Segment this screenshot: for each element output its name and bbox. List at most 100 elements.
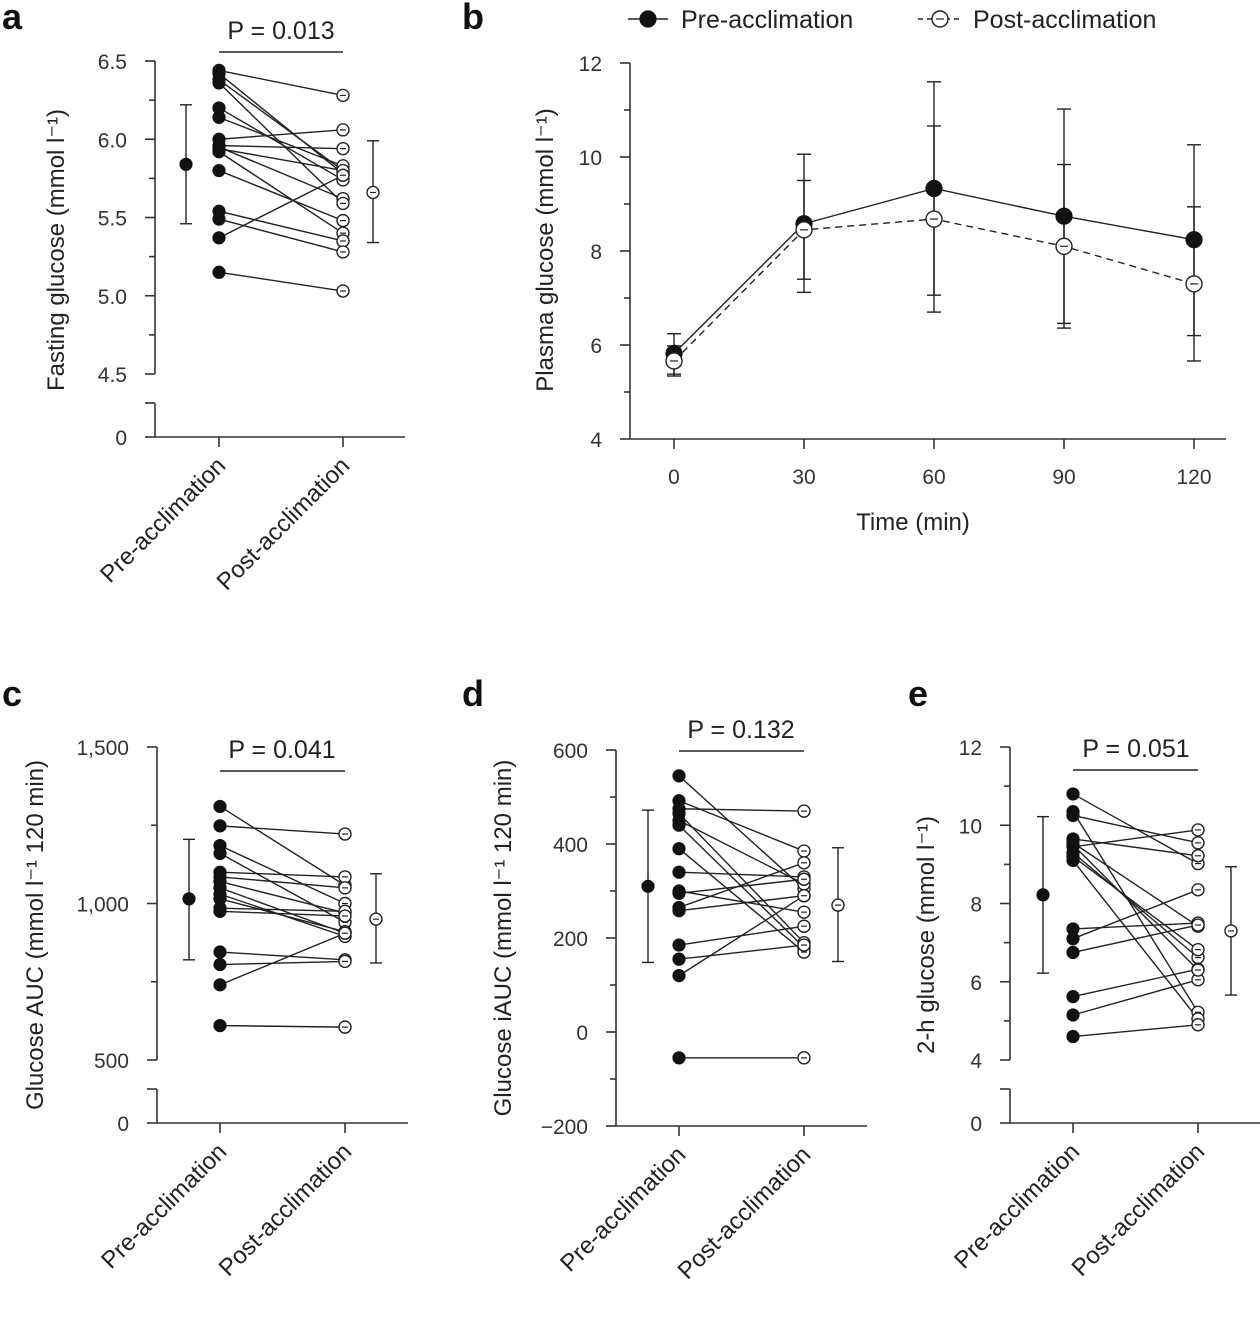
panel-a-pair-line [218,116,344,167]
panel-d-tick-label: 600 [553,740,588,763]
panel-letter-b: b [462,0,484,37]
panel-a-pair-line [218,129,344,140]
panel-d-pair-line [678,878,805,895]
panel-a-pvalue: P = 0.013 [227,17,334,45]
panel-e-tick-label: 12 [959,737,982,760]
panel-e-pre-point [1066,787,1080,801]
panel-a-tick-label-zero: 0 [115,427,127,450]
panel-a-ylabel: Fasting glucose (mmol l⁻¹) [43,109,70,391]
panel-c-pair-line [219,932,346,986]
panel-b-tick-label: 6 [590,335,602,358]
panel-e-pair-line [1072,844,1199,971]
panel-a-pre-mean [179,157,193,171]
panel-c-ylabel: Glucose AUC (mmol l⁻¹ 120 min) [22,760,49,1110]
panel-d-pre-mean [641,879,655,893]
panel-d-pair-line [678,944,805,960]
panel-b-tick-label: 10 [579,147,602,170]
panel-a-tick-label: 6.0 [98,129,127,152]
panel-e-pair-line [1072,922,1199,930]
panel-a-pre-point [212,265,226,279]
panel-e-category-label: Post-acclimation [1067,1138,1211,1282]
panel-d-tick-label: 400 [553,834,588,857]
panel-c-pre-point [213,945,227,959]
panel-b-pre-point [1055,207,1073,225]
panel-e-tick-label: 8 [970,894,982,917]
panel-a-pair-line [218,218,344,253]
panel-e-pre-point [1066,853,1080,868]
panel-a-pair-line [218,147,344,172]
panel-d-pre-point [672,904,686,918]
panel-b-x-tick-label: 0 [668,466,680,489]
panel-d-category-label: Post-acclimation [673,1141,817,1285]
panel-e-pair-line [1072,1024,1199,1038]
legend: Pre-acclimation Post-acclimation [628,6,1156,34]
panel-c-pre-point [213,904,227,918]
panel-c-pair-line [219,960,346,966]
panel-b-tick-label: 4 [590,429,602,452]
panel-d-pre-point [672,938,686,952]
panel-c-pre-point [213,1018,227,1033]
panel-e-pre-point [1066,838,1080,852]
panel-b-pre-point [1185,231,1203,249]
panel-e-category-label: Pre-acclimation [949,1138,1085,1274]
panel-a-chart: 0 4.5 5.0 5.5 6.0 6.5 Pre-acclimationPost-accl… [95,51,405,596]
panel-a-pair-line [218,82,344,204]
panel-e-pre-point [1066,945,1080,960]
panel-d-pre-point [672,818,686,832]
panel-a-pair-line [218,210,344,242]
panel-d-pre-point [672,842,686,856]
panel-c-pair-line [219,898,346,933]
panel-b-x-tick-label: 90 [1052,466,1075,489]
panel-d-tick-label: 200 [553,928,588,951]
panel-b-ylabel: Plasma glucose (mmol l⁻¹) [532,108,559,391]
panel-a-pre-point [212,231,226,245]
panel-c-pair-line [219,871,346,878]
panel-e-pair-line [1072,860,1199,1020]
panel-d-pair-line [678,895,805,912]
panel-a-pre-point [212,110,226,124]
panel-a-pair-line [218,72,344,175]
panel-d-pre-point [672,1051,686,1065]
panel-e-pre-point [1066,1029,1080,1044]
legend-pre-marker [639,10,657,28]
panel-a-tick-label: 4.5 [98,364,127,387]
legend-post-label: Post-acclimation [973,6,1156,34]
panel-a-pre-point [212,76,226,90]
panel-a-pair-line [218,146,344,200]
panel-e-pair-line [1072,968,1199,998]
panel-d-pair-line [678,871,805,878]
panel-b-pre-point [925,179,943,198]
panel-letter-a: a [2,0,23,37]
panel-a-pair-line [218,79,344,172]
panel-e-ylabel: 2-h glucose (mmol l⁻¹) [913,816,940,1054]
panel-e-pair-line [1072,852,1199,959]
panel-c-tick-label-zero: 0 [117,1113,129,1136]
panel-e-pre-mean [1036,888,1050,902]
panel-c-pair-line [219,907,346,913]
panel-c-pre-point [213,957,227,972]
panel-e-pair-line [1072,889,1199,940]
panel-b-x-tick-label: 120 [1176,466,1211,489]
panel-a-tick-label: 5.0 [98,286,127,309]
panel-d-pre-point [672,865,686,879]
panel-e-tick-label: 6 [970,972,982,995]
panel-a-pre-point [212,212,226,226]
panel-d-pair-line [678,808,805,812]
panel-c-category-label: Pre-acclimation [96,1138,232,1274]
panel-e-pvalue: P = 0.051 [1082,735,1189,763]
panel-e-pair-line [1072,814,1199,844]
panel-c-pre-point [213,799,227,814]
panel-a-pair-line [218,151,344,234]
legend-pre-label: Pre-acclimation [681,6,853,34]
panel-d-pre-point [672,769,686,783]
panel-a-pair-line [218,69,344,97]
panel-d-pair-line [678,848,805,953]
panel-c-pair-line [219,951,346,961]
panel-e-pair-line [1072,829,1199,848]
panel-b-xlabel: Time (min) [856,509,970,536]
panel-c-pre-point [213,819,227,833]
panel-c-pre-point [213,978,227,992]
panel-letter-c: c [2,673,22,714]
